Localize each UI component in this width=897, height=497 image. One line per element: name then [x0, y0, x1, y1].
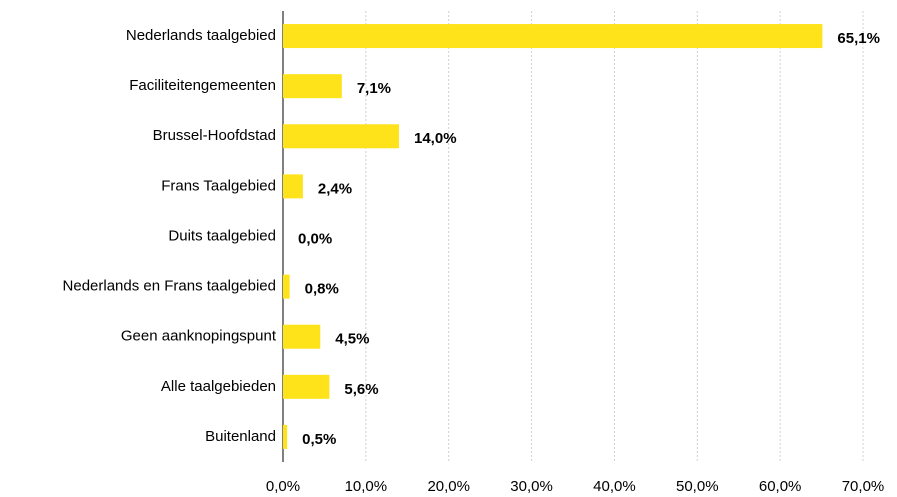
value-label: 2,4% [318, 180, 352, 197]
value-label: 0,0% [298, 230, 332, 247]
x-tick-label: 50,0% [676, 478, 719, 495]
x-tick-label: 20,0% [427, 478, 470, 495]
y-tick-label: Nederlands taalgebied [126, 27, 276, 44]
y-tick-label: Buitenland [205, 428, 276, 445]
bar [283, 24, 823, 49]
y-tick-label: Faciliteitengemeenten [129, 77, 276, 94]
value-label: 7,1% [357, 80, 391, 97]
value-label: 65,1% [837, 30, 880, 47]
x-tick-label: 30,0% [510, 478, 553, 495]
y-tick-label: Brussel-Hoofdstad [153, 127, 276, 144]
bar [283, 274, 290, 299]
bar [283, 324, 321, 349]
x-tick-label: 70,0% [842, 478, 885, 495]
y-tick-label: Frans Taalgebied [161, 177, 276, 194]
x-tick-label: 10,0% [345, 478, 388, 495]
bar [283, 124, 399, 149]
value-label: 4,5% [335, 331, 369, 348]
x-tick-label: 40,0% [593, 478, 636, 495]
bar [283, 174, 303, 199]
value-label: 0,5% [302, 431, 336, 448]
y-tick-label: Duits taalgebied [168, 227, 276, 244]
y-tick-label: Alle taalgebieden [161, 378, 276, 395]
value-label: 5,6% [344, 381, 378, 398]
x-tick-label: 60,0% [759, 478, 802, 495]
value-label: 0,8% [305, 281, 339, 298]
x-tick-label: 0,0% [266, 478, 300, 495]
y-tick-label: Geen aanknopingspunt [121, 328, 277, 345]
bar [283, 74, 342, 99]
bar [283, 424, 288, 449]
y-tick-label: Nederlands en Frans taalgebied [63, 278, 276, 295]
bar [283, 374, 330, 399]
value-label: 14,0% [414, 130, 457, 147]
